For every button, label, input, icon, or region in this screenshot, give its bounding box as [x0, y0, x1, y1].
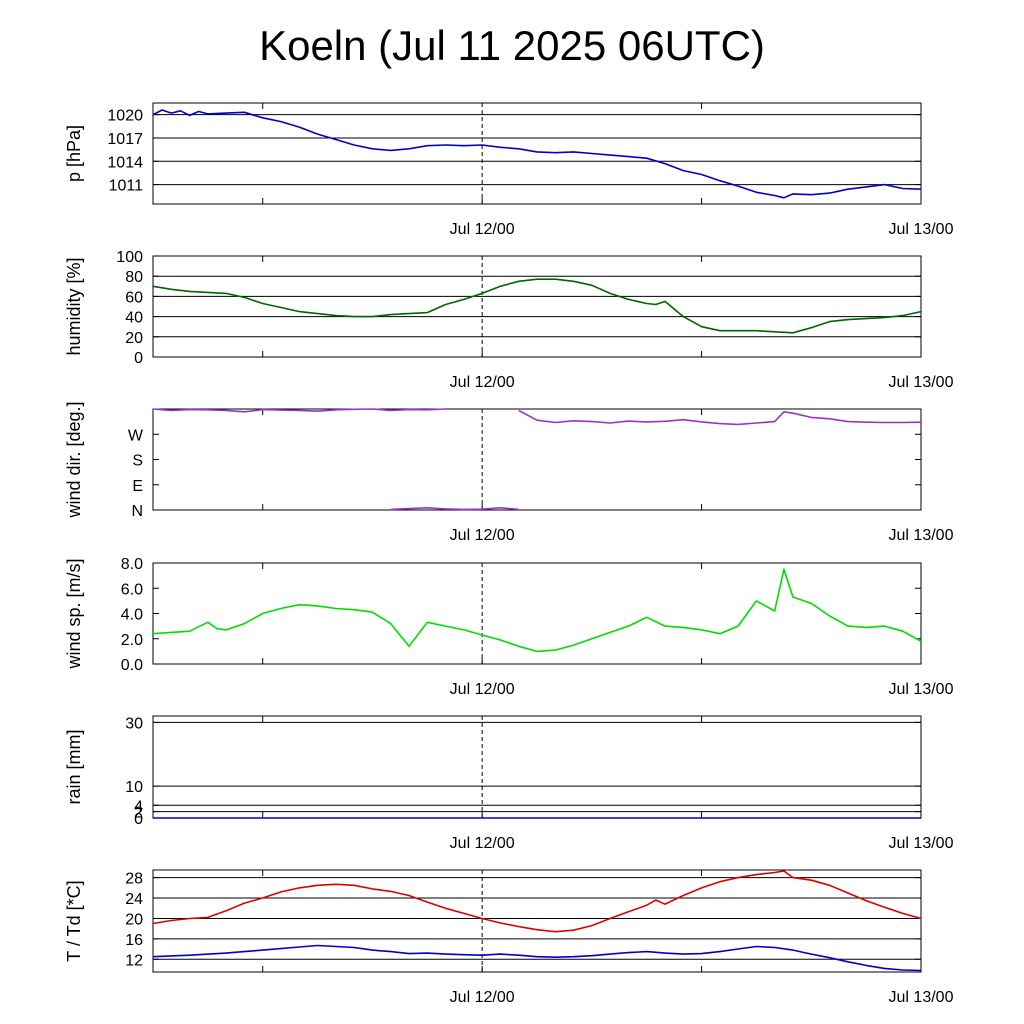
panel-2-xtick-label-1: Jul 13/00 [889, 374, 954, 391]
panel-2-frame [152, 255, 922, 358]
panel-6-ytick-label-4: 28 [125, 871, 143, 888]
panel-6-frame [152, 869, 922, 973]
panel-2-ytick-label-1: 20 [125, 330, 143, 347]
chart-title: Koeln (Jul 11 2025 06UTC) [259, 22, 765, 69]
panel-3-series-2 [518, 409, 922, 426]
panel-2-ytick-label-5: 100 [116, 249, 143, 266]
panel-5-ytick-label-0: 0 [134, 811, 143, 828]
panel-6-ytick-label-0: 12 [125, 952, 143, 969]
panel-3-ytick-label-1: E [132, 478, 143, 495]
panel-4-ytick-label-3: 6.0 [121, 581, 143, 598]
panel-1-ytick-label-0: 1011 [109, 178, 144, 195]
panel-6-ytick-label-3: 24 [125, 891, 143, 908]
panel-1-ytick-label-1: 1014 [107, 154, 143, 171]
panel-5-ytick-label-4: 30 [125, 715, 143, 732]
panel-1-xtick-label-1: Jul 13/00 [889, 221, 954, 238]
panel-2-ylabel: humidity [%] [64, 257, 84, 355]
panel-5-frame [152, 715, 922, 819]
panel-4-frame [152, 562, 922, 665]
panel-6-xtick-label-0: Jul 12/00 [450, 989, 515, 1006]
panel-6-xtick-label-1: Jul 13/00 [889, 989, 954, 1006]
panel-2-xtick-label-0: Jul 12/00 [450, 374, 515, 391]
panel-4-ytick-label-2: 4.0 [121, 607, 143, 624]
panel-6-ylabel: T / Td [*C] [64, 880, 84, 961]
panel-6-ytick-label-2: 20 [125, 911, 143, 928]
panel-6-ytick-label-1: 16 [125, 932, 143, 949]
panel-5-xtick-label-1: Jul 13/00 [889, 835, 954, 852]
panel-3-series-0 [152, 408, 446, 413]
panel-2-ytick-label-3: 60 [125, 289, 143, 306]
panel-2-series-0 [152, 278, 922, 334]
panel-5-ylabel: rain [mm] [64, 729, 84, 804]
panel-3-ylabel: wind dir. [deg.] [64, 401, 84, 518]
panel-4-xtick-label-1: Jul 13/00 [889, 681, 954, 698]
panel-5-ytick-label-1: 2 [134, 805, 143, 822]
panel-1-frame [152, 102, 922, 205]
panel-5-ytick-label-3: 10 [125, 779, 143, 796]
panel-4-ytick-label-1: 2.0 [121, 632, 143, 649]
panel-5-xtick-label-0: Jul 12/00 [450, 835, 515, 852]
panel-3-ytick-label-3: W [128, 427, 144, 444]
panel-2-ytick-label-2: 40 [125, 310, 143, 327]
panel-2-ytick-label-0: 0 [134, 350, 143, 367]
panel-3-frame [152, 408, 922, 511]
panel-3-ytick-label-0: N [131, 503, 143, 520]
panel-2-ytick-label-4: 80 [125, 269, 143, 286]
panel-3-ytick-label-2: S [132, 453, 143, 470]
panel-3-xtick-label-1: Jul 13/00 [889, 527, 954, 544]
panel-4-xtick-label-0: Jul 12/00 [450, 681, 515, 698]
panel-1-xtick-label-0: Jul 12/00 [450, 221, 515, 238]
panel-4-ytick-label-0: 0.0 [121, 657, 143, 674]
panel-3-xtick-label-0: Jul 12/00 [450, 527, 515, 544]
panel-6-series-1 [152, 944, 922, 972]
panel-1-ylabel: p [hPa] [64, 125, 84, 182]
panel-5-ytick-label-2: 4 [134, 798, 143, 815]
panel-4-ytick-label-4: 8.0 [121, 556, 143, 573]
panel-3-series-1 [390, 506, 519, 511]
panel-4-series-0 [152, 568, 922, 653]
panel-4-ylabel: wind sp. [m/s] [64, 558, 84, 669]
panel-1-series-0 [152, 109, 922, 199]
panel-6-series-0 [152, 870, 922, 933]
panel-1-ytick-label-2: 1017 [107, 131, 143, 148]
panel-1-ytick-label-3: 1020 [107, 108, 143, 125]
